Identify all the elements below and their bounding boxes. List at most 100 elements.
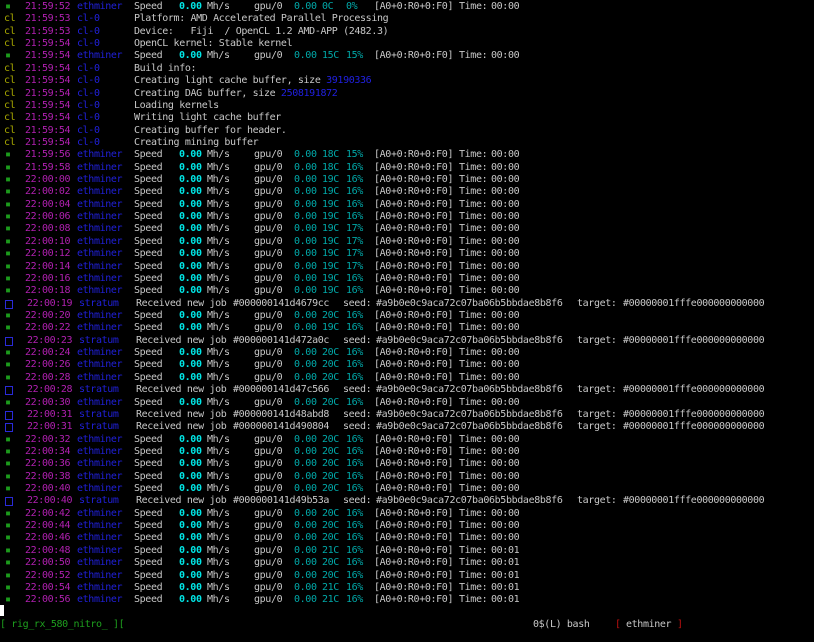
gpu-hashrate: 0.00: [294, 483, 317, 495]
gpu-temperature: 20C: [322, 532, 339, 544]
elapsed-time: 00:00: [491, 174, 520, 186]
terminal-output[interactable]: ▪ 21:59:52 ethminer Speed 0.00 Mh/s gpu/0 0.00 0…: [0, 0, 814, 612]
elapsed-label: Time:: [459, 310, 488, 321]
log-time: 22:00:24: [25, 347, 71, 359]
target-label: target:: [577, 421, 617, 433]
log-source: cl-0: [77, 75, 100, 87]
speed-label: Speed: [134, 186, 163, 198]
log-source: cl-0: [77, 13, 100, 25]
gpu-fan: 16%: [346, 445, 363, 457]
log-line: 22:00:19 stratum Received new job #00000014…: [0, 298, 814, 310]
hashrate-value: 0.00: [179, 149, 202, 161]
gpu-fan: 15%: [346, 50, 363, 62]
share-stats: [A0+0:R0+0:F0]: [374, 520, 454, 532]
hashrate-unit: Mh/s: [207, 581, 230, 593]
log-message: Creating DAG buffer, size 2508191872: [134, 87, 338, 99]
window-tab-ethminer[interactable]: ethminer: [626, 619, 672, 630]
gpu-hashrate: 0.00: [294, 1, 317, 12]
log-line: ▪ 22:00:40 ethminer Speed 0.00 Mh/s gpu/0 0.00 2…: [0, 483, 814, 495]
elapsed-label: Time:: [459, 211, 488, 223]
log-source: ethminer: [77, 371, 123, 383]
log-line: ▪ 22:00:48 ethminer Speed 0.00 Mh/s gpu/0 0.00 2…: [0, 545, 814, 557]
hashrate-value: 0.00: [179, 569, 202, 581]
gpu-fan: 16%: [346, 458, 363, 470]
log-line: cl 21:59:54 cl-0 Build info:: [0, 63, 814, 75]
speed-label: Speed: [134, 347, 163, 359]
terminal-cursor: [0, 605, 4, 616]
hashrate-value: 0.00: [179, 198, 202, 210]
log-line: ▪ 22:00:36 ethminer Speed 0.00 Mh/s gpu/0 0.00 2…: [0, 458, 814, 470]
window-tab-bash[interactable]: 0$(L) bash: [533, 619, 590, 630]
log-source: ethminer: [77, 396, 123, 408]
miner-status-icon: ▪: [5, 371, 11, 383]
log-time: 21:59:54: [25, 38, 71, 50]
elapsed-time: 00:00: [491, 310, 520, 321]
hashrate-unit: Mh/s: [207, 557, 230, 569]
miner-status-icon: ▪: [5, 433, 11, 445]
gpu-label: gpu/0: [254, 594, 283, 606]
speed-label: Speed: [134, 483, 163, 495]
gpu-label: gpu/0: [254, 50, 283, 62]
miner-status-icon: ▪: [5, 544, 11, 556]
target-value: #00000001fffe000000000000: [623, 334, 765, 346]
hashrate-value: 0.00: [179, 285, 202, 297]
log-source: ethminer: [77, 347, 123, 359]
gpu-hashrate: 0.00: [294, 50, 317, 62]
elapsed-label: Time:: [459, 483, 488, 495]
gpu-hashrate: 0.00: [294, 161, 317, 173]
opencl-icon: cl: [4, 13, 16, 25]
log-time: 22:00:12: [25, 248, 71, 260]
log-line: ▪ 22:00:18 ethminer Speed 0.00 Mh/s gpu/0 0.00 1…: [0, 285, 814, 297]
share-stats: [A0+0:R0+0:F0]: [374, 433, 454, 445]
log-source: ethminer: [77, 470, 123, 482]
gpu-temperature: 19C: [322, 322, 339, 334]
gpu-temperature: 19C: [322, 272, 339, 284]
hashrate-unit: Mh/s: [207, 149, 230, 161]
gpu-temperature: 20C: [322, 507, 339, 519]
log-time: 21:59:56: [25, 149, 71, 161]
log-line: ▪ 22:00:08 ethminer Speed 0.00 Mh/s gpu/0 0.00 1…: [0, 223, 814, 235]
speed-label: Speed: [134, 445, 163, 457]
elapsed-label: Time:: [459, 470, 488, 482]
speed-label: Speed: [134, 557, 163, 569]
gpu-temperature: 19C: [322, 211, 339, 223]
miner-status-icon: ▪: [5, 470, 11, 482]
miner-status-icon: ▪: [5, 520, 11, 532]
hashrate-unit: Mh/s: [207, 1, 230, 12]
log-time: 22:00:52: [25, 569, 71, 581]
log-line: ▪ 22:00:06 ethminer Speed 0.00 Mh/s gpu/0 0.00 1…: [0, 211, 814, 223]
gpu-fan: 16%: [346, 310, 363, 321]
log-line: ▪ 22:00:10 ethminer Speed 0.00 Mh/s gpu/0 0.00 1…: [0, 236, 814, 248]
gpu-fan: 16%: [346, 186, 363, 198]
log-line: cl 21:59:54 cl-0 Creating DAG buffer, size …: [0, 88, 814, 100]
speed-label: Speed: [134, 359, 163, 371]
gpu-hashrate: 0.00: [294, 223, 317, 235]
log-line: ▪ 22:00:04 ethminer Speed 0.00 Mh/s gpu/0 0.00 1…: [0, 199, 814, 211]
opencl-icon: cl: [4, 112, 16, 124]
gpu-fan: 16%: [346, 507, 363, 519]
share-stats: [A0+0:R0+0:F0]: [374, 544, 454, 556]
log-time: 21:59:54: [25, 112, 71, 124]
gpu-label: gpu/0: [254, 310, 283, 321]
elapsed-label: Time:: [459, 520, 488, 532]
share-stats: [A0+0:R0+0:F0]: [374, 198, 454, 210]
gpu-label: gpu/0: [254, 445, 283, 457]
hashrate-value: 0.00: [179, 581, 202, 593]
log-time: 22:00:10: [25, 235, 71, 247]
speed-label: Speed: [134, 594, 163, 606]
gpu-hashrate: 0.00: [294, 260, 317, 272]
hashrate-unit: Mh/s: [207, 532, 230, 544]
log-line: ▪ 22:00:26 ethminer Speed 0.00 Mh/s gpu/0 0.00 2…: [0, 359, 814, 371]
log-source: ethminer: [77, 458, 123, 470]
log-source: cl-0: [77, 38, 100, 50]
share-stats: [A0+0:R0+0:F0]: [374, 557, 454, 569]
miner-status-icon: ▪: [5, 347, 11, 359]
stratum-icon: [5, 336, 13, 346]
gpu-temperature: 20C: [322, 520, 339, 532]
stratum-icon: [5, 423, 13, 433]
share-stats: [A0+0:R0+0:F0]: [374, 235, 454, 247]
hashrate-unit: Mh/s: [207, 371, 230, 383]
miner-status-icon: ▪: [5, 223, 11, 235]
log-line: ▪ 22:00:20 ethminer Speed 0.00 Mh/s gpu/0 0.00 2…: [0, 310, 814, 322]
log-time: 21:59:54: [25, 50, 71, 62]
